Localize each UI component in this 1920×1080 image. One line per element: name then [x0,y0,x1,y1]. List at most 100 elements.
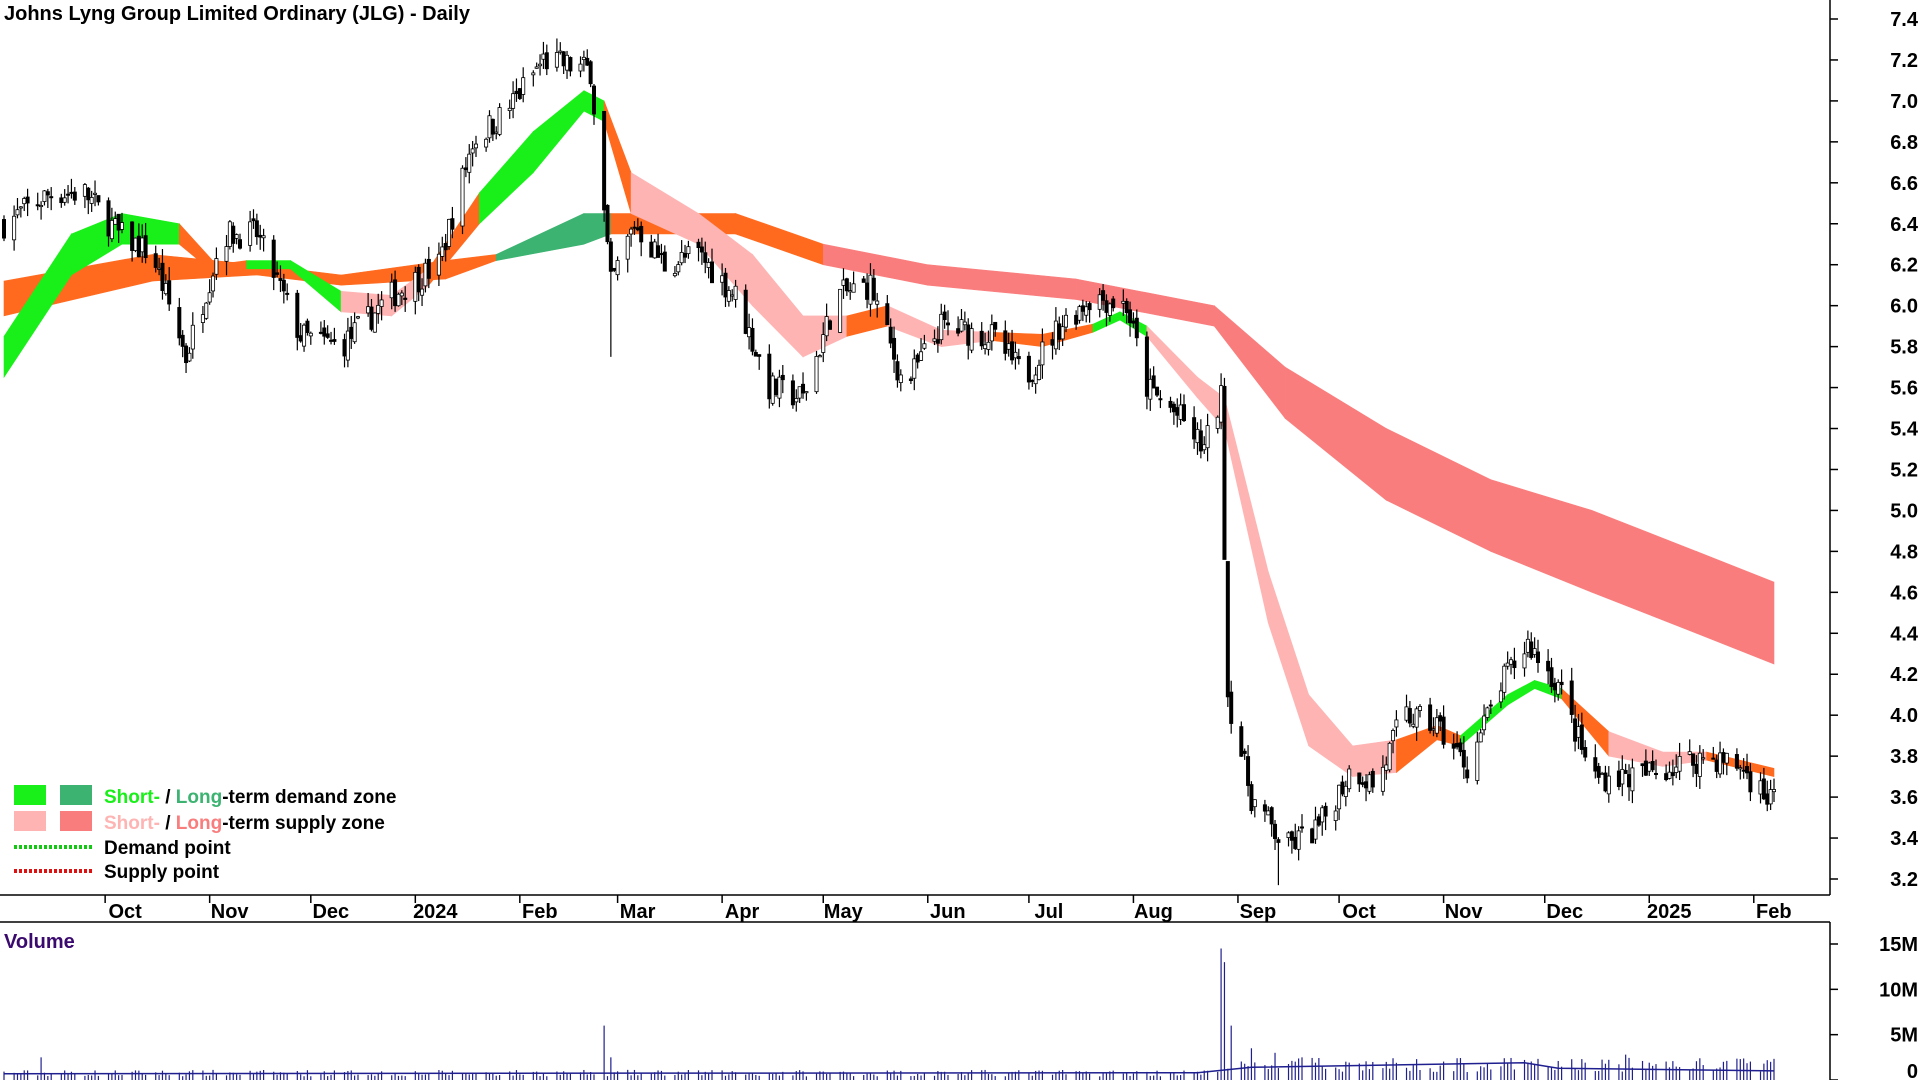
candle-down [1225,561,1230,698]
price-y-tick-label: 3.2 [1890,869,1918,891]
candle-down [892,337,897,360]
candle-down [1465,769,1470,779]
date-tick-label: Nov [1445,901,1484,923]
candle-up [733,285,738,300]
candle-down [35,204,40,207]
price-y-tick-label: 5.2 [1890,459,1918,481]
candle-up [1195,428,1200,444]
candle-up [507,107,512,112]
candle-down [1579,724,1584,750]
candle-up [1013,351,1018,359]
candle-up [224,246,229,262]
candle-up [851,283,856,293]
candle-up [615,260,620,276]
date-tick-label: Oct [108,901,142,923]
candle-up [1121,300,1126,304]
candle-down [710,261,715,284]
candle-down [1441,716,1446,745]
price-y-axis: 7.4 7.2 7.0 6.8 6.6 6.4 6.2 6.0 5.8 5.6 5.4 5.2 5.0 4… [1829,0,1919,895]
price-y-ticks: 7.4 7.2 7.0 6.8 6.6 6.4 6.2 6.0 5.8 5.6 5.4 5.2 5.0 4… [1830,9,1919,891]
candle-up [1556,682,1561,695]
candle-up [1107,303,1112,316]
candle-up [1482,715,1487,731]
candle-down [966,324,971,346]
date-tick-label: 2025 [1647,901,1692,923]
candle-up [1667,771,1672,779]
candle-down [649,241,654,258]
price-y-tick-label: 7.0 [1890,91,1918,113]
candle-down [278,278,283,281]
candle-down [1455,742,1460,748]
candle-up [1697,752,1702,777]
candle-down [1461,749,1466,768]
candle-down [743,289,748,334]
candle-up [777,376,782,399]
legend-swatch-long-demand [60,785,92,805]
candle-up [770,375,775,404]
candle-down [935,339,940,344]
price-y-tick-label: 3.6 [1890,787,1918,809]
candle-down [298,335,303,342]
candle-down [1654,772,1659,775]
candle-up [1485,707,1490,718]
candle-down [393,279,398,307]
candle-up [1037,364,1042,380]
candle-down [1488,704,1493,707]
candle-down [1124,300,1129,314]
price-y-tick-label: 6.2 [1890,255,1918,277]
candle-down [1711,757,1716,760]
candle-up [1404,706,1409,721]
candle-down [1057,323,1062,340]
candle-down [1569,680,1574,715]
candle-down [1512,660,1517,669]
candle-down [1134,317,1139,339]
candle-up [581,56,586,60]
candle-down [1593,757,1598,772]
candle-down [828,320,833,330]
candle-up [399,292,404,297]
candle-down [865,282,870,300]
candle-up [214,258,219,275]
candle-down [1016,356,1021,360]
candle-up [227,221,232,247]
candle-down [844,278,849,292]
candle-down [1370,770,1375,788]
candle-down [517,88,522,99]
candle-up [1431,728,1436,731]
candle-down [1262,804,1267,812]
candle-down [885,303,890,326]
candle-up [1630,767,1635,792]
candle-down [1151,375,1156,389]
candle-down [1182,404,1187,422]
candle-up [345,330,350,361]
candle-down [888,326,893,344]
candle-up [204,302,209,319]
candle-up [1337,784,1342,810]
short-term-zone-segment [246,260,291,270]
candle-down [1175,407,1180,416]
candle-up [558,50,563,53]
candle-up [163,283,168,295]
legend-swatch-short-demand [14,785,46,805]
candle-down [585,57,590,66]
candle-down [605,204,610,243]
candle-up [1687,751,1692,755]
candle-up [1532,648,1537,655]
candle-up [396,293,401,307]
candle-up [1576,726,1581,738]
volume-y-tick-label: 0 [1907,1061,1918,1080]
candle-down [1003,330,1008,354]
candle-up [1522,653,1527,669]
candle-up [497,107,502,135]
candle-down [1026,355,1031,383]
candle-down [1616,770,1621,787]
price-y-tick-label: 5.6 [1890,378,1918,400]
candle-down [332,339,337,342]
candle-up [730,294,735,297]
legend-swatch-long-supply [60,811,92,831]
candle-up [726,290,731,302]
candle-down [861,278,866,283]
candle-down [723,272,728,298]
candle-down [544,52,549,70]
candle-down [1269,807,1274,825]
